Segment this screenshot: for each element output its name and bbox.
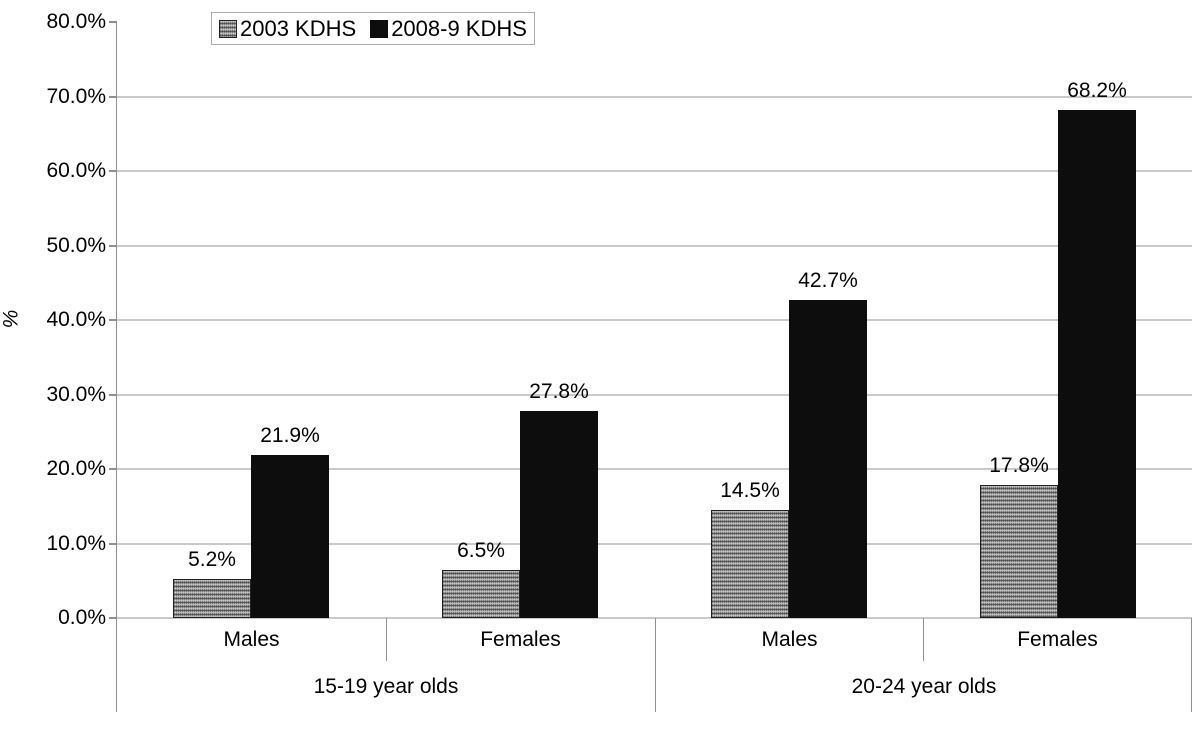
legend-swatch-solid-black-icon [370,19,389,38]
plot-gridline [117,543,1192,545]
group-divider [1191,618,1192,712]
plot-gridline [117,468,1192,470]
data-label-2008-9-kdhs: 27.8% [529,380,589,403]
bar-2003-kdhs [980,485,1058,618]
y-tick-label: 50.0% [46,234,106,257]
y-tick-label: 40.0% [46,308,106,331]
category-label: Males [223,628,280,651]
bar-2008-9-kdhs [1058,110,1136,618]
data-label-2008-9-kdhs: 68.2% [1067,79,1127,102]
legend-item-2008-9-kdhs: 2008-9 KDHS [370,16,527,42]
group-label: 15-19 year olds [313,675,459,698]
category-divider [386,618,387,661]
y-axis-tick [109,245,117,247]
legend-label-2003-kdhs: 2003 KDHS [240,15,357,41]
y-tick-label: 60.0% [46,159,106,182]
category-label: Females [480,628,561,651]
y-axis-tick [109,319,117,321]
plot-gridline [117,96,1192,98]
data-label-2003-kdhs: 5.2% [188,548,236,571]
y-tick-label: 30.0% [46,383,106,406]
plot-gridline [117,319,1192,321]
y-tick-label: 10.0% [46,532,106,555]
bar-2008-9-kdhs [789,300,867,618]
legend: 2003 KDHS 2008-9 KDHS [211,12,535,45]
data-label-2008-9-kdhs: 21.9% [260,424,320,447]
data-label-2008-9-kdhs: 42.7% [798,269,858,292]
category-divider [923,618,924,661]
bar-2003-kdhs [711,510,789,618]
y-axis-tick [109,617,117,619]
y-axis-tick [109,468,117,470]
group-label: 20-24 year olds [851,675,997,698]
y-axis-tick [109,543,117,545]
y-axis-line [116,22,117,712]
plot-gridline [117,170,1192,172]
category-label: Males [761,628,818,651]
plot-gridline [117,245,1192,247]
bar-2003-kdhs [442,570,520,618]
category-label: Females [1017,628,1098,651]
y-axis-tick [109,96,117,98]
y-axis-tick [109,170,117,172]
data-label-2003-kdhs: 14.5% [720,479,780,502]
x-axis-baseline [117,617,1192,619]
bar-2003-kdhs [173,579,251,618]
y-axis-tick [109,394,117,396]
y-tick-label: 0.0% [58,606,106,629]
data-label-2003-kdhs: 17.8% [989,454,1049,477]
y-tick-label: 80.0% [46,10,106,33]
y-tick-label: 20.0% [46,457,106,480]
bar-2008-9-kdhs [520,411,598,618]
legend-swatch-gray-pattern-icon [219,19,237,38]
y-axis-tick [109,21,117,23]
group-divider [655,618,656,712]
y-tick-label: 70.0% [46,85,106,108]
legend-label-2008-9-kdhs: 2008-9 KDHS [391,15,527,41]
bar-2008-9-kdhs [251,455,329,618]
plot-gridline [117,394,1192,396]
legend-item-2003-kdhs: 2003 KDHS [219,16,356,42]
data-label-2003-kdhs: 6.5% [457,539,505,562]
